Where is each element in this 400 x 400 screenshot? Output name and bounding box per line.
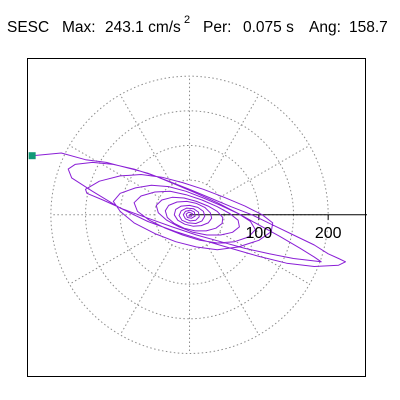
grid-spoke-120 <box>119 94 173 186</box>
polar-orbit-plot: 100 200 <box>28 75 367 354</box>
angle-label: Ang: <box>309 19 341 36</box>
trace-layer <box>32 152 346 267</box>
grid-spoke-300 <box>206 244 260 336</box>
peak-marker <box>28 152 36 160</box>
grid-spoke-60 <box>206 94 260 186</box>
axes <box>189 214 367 220</box>
tick-labels: 100 200 <box>246 225 342 242</box>
grid-spoke-330 <box>219 231 310 285</box>
trace-series-0 <box>32 152 346 267</box>
grid-spoke-210 <box>69 231 160 285</box>
grid-spoke-150 <box>69 145 160 198</box>
plot-frame: 100 200 <box>27 58 367 377</box>
period-value: 0.075 s <box>243 19 294 36</box>
chart-header: SESC Max: 243.1 cm/s 2 Per: 0.075 s Ang:… <box>7 10 397 40</box>
tick-label-100: 100 <box>246 225 273 242</box>
max-exponent: 2 <box>184 14 191 26</box>
station-code: SESC <box>7 19 50 36</box>
grid-spoke-30 <box>219 145 310 198</box>
max-label: Max: <box>62 19 96 36</box>
tick-label-200: 200 <box>315 225 342 242</box>
angle-value: 158.7 <box>349 19 388 36</box>
max-value: 243.1 cm/s <box>105 19 181 36</box>
period-label: Per: <box>203 19 232 36</box>
grid-spoke-240 <box>119 244 173 336</box>
